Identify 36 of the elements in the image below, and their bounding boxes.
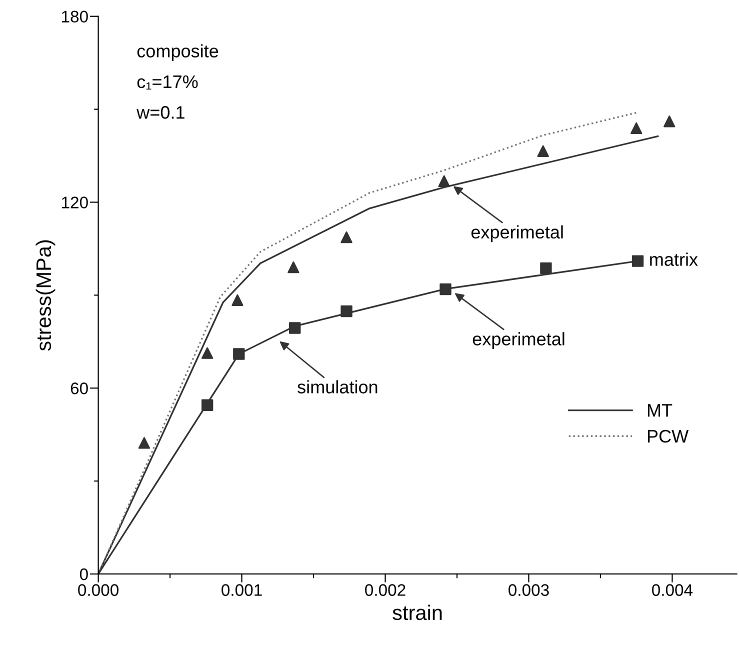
point bbox=[232, 294, 244, 306]
legend-label: PCW bbox=[648, 430, 689, 443]
series-label: matrix bbox=[650, 252, 698, 266]
point bbox=[438, 175, 450, 187]
point bbox=[440, 283, 452, 296]
annotation: experimetal bbox=[472, 332, 564, 350]
annotation: c₁=17% bbox=[137, 75, 198, 90]
point bbox=[630, 122, 642, 134]
point bbox=[340, 305, 352, 318]
point bbox=[664, 116, 676, 128]
point bbox=[340, 231, 352, 244]
y-tick-label: 60 bbox=[70, 382, 88, 394]
point bbox=[632, 255, 644, 267]
point bbox=[289, 322, 301, 334]
annotation: w=0.1 bbox=[136, 106, 184, 119]
annotation: experimetal bbox=[471, 225, 563, 242]
y-tick-label: 0 bbox=[80, 568, 88, 580]
point bbox=[288, 261, 300, 274]
x-tick-label: 0.004 bbox=[652, 584, 693, 596]
x-tick-label: 0.002 bbox=[365, 584, 406, 596]
annotation: simulation bbox=[298, 380, 378, 394]
point bbox=[233, 348, 245, 360]
x-axis-title: strain bbox=[392, 604, 442, 620]
y-axis-title: stress(MPa) bbox=[36, 240, 56, 351]
y-tick-label: 180 bbox=[62, 10, 88, 23]
x-tick-label: 0.003 bbox=[508, 584, 549, 596]
point bbox=[540, 262, 552, 274]
annotation: composite bbox=[137, 44, 218, 62]
legend-label: MT bbox=[648, 404, 672, 417]
x-tick-label: 0.001 bbox=[222, 584, 262, 596]
point bbox=[201, 347, 214, 359]
point bbox=[201, 399, 214, 411]
y-tick-label: 120 bbox=[62, 196, 88, 208]
point bbox=[537, 145, 549, 157]
x-tick-label: 0.000 bbox=[78, 584, 118, 596]
point bbox=[138, 437, 150, 449]
